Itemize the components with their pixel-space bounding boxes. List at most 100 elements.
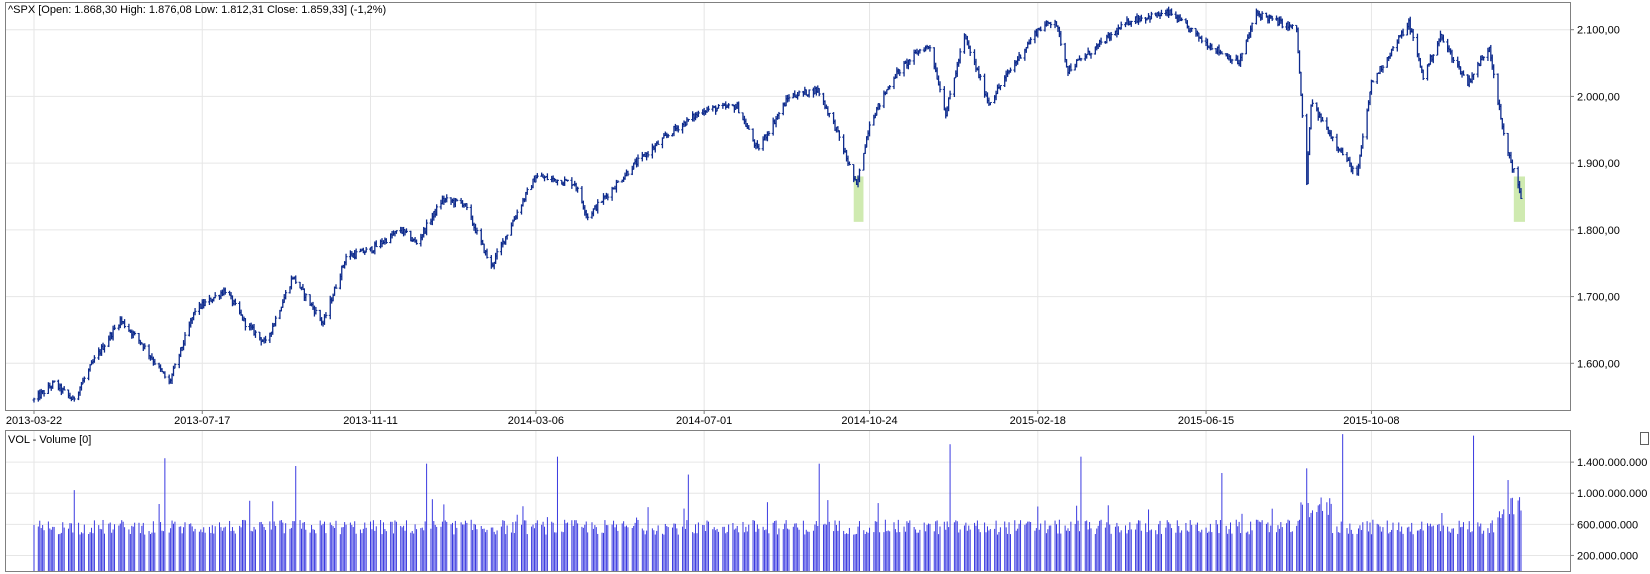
- price-bar: [1492, 64, 1496, 79]
- price-bar: [1512, 168, 1516, 173]
- price-bar: [767, 130, 771, 137]
- price-bar: [817, 87, 821, 97]
- price-bar: [636, 154, 640, 167]
- price-bar: [948, 90, 952, 100]
- price-bar: [646, 151, 650, 158]
- price-bar: [1039, 26, 1043, 32]
- price-bar: [1159, 9, 1163, 17]
- price-bar: [1170, 8, 1174, 16]
- price-bar: [495, 248, 499, 260]
- price-bar: [163, 371, 167, 379]
- price-bar: [364, 246, 368, 253]
- price-bar: [475, 227, 479, 235]
- price-bar: [797, 90, 801, 97]
- price-bar: [344, 253, 348, 266]
- price-bar: [213, 292, 217, 299]
- price-bar: [354, 248, 358, 260]
- price-bar: [314, 306, 318, 315]
- price-bar: [1149, 11, 1153, 20]
- price-bar: [334, 284, 338, 289]
- price-bar: [243, 318, 247, 331]
- price-panel-frame: [5, 2, 1571, 411]
- price-bar: [857, 168, 861, 183]
- price-bar: [384, 238, 388, 244]
- price-bar: [1119, 21, 1123, 30]
- price-bar: [102, 344, 106, 353]
- price-bar: [1361, 133, 1365, 149]
- volume-y-axis: 200.000.000 600.000.000 1.000.000.000 1.400…: [1570, 457, 1647, 562]
- price-bar: [435, 204, 439, 216]
- price-bar: [294, 275, 298, 284]
- price-bar: [1139, 14, 1143, 22]
- price-bar: [133, 331, 137, 336]
- price-panel-title: ^SPX [Open: 1.868,30 High: 1.876,08 Low:…: [8, 4, 386, 16]
- price-bar: [485, 248, 489, 259]
- price-bar: [1210, 43, 1214, 51]
- price-bar: [1200, 35, 1204, 44]
- x-axis: 2013-03-22 2013-07-17 2013-11-11 2014-03-06…: [6, 410, 1400, 427]
- price-bar: [566, 179, 570, 182]
- price-bar: [415, 239, 419, 245]
- price-bar: [113, 324, 117, 331]
- price-bar: [1049, 21, 1053, 29]
- price-bar: [123, 319, 127, 329]
- xtick-label: 2014-10-24: [841, 415, 897, 427]
- price-bar: [324, 312, 328, 319]
- price-bar: [264, 335, 268, 344]
- price-bar: [1250, 22, 1254, 32]
- price-bar: [1431, 54, 1435, 64]
- price-bar: [253, 330, 257, 338]
- xtick-label: 2015-06-15: [1178, 415, 1234, 427]
- price-bar: [1008, 67, 1012, 73]
- price-ytick-label: 1.800,00: [1577, 225, 1620, 237]
- price-bar: [787, 94, 791, 102]
- price-bar: [233, 298, 237, 306]
- volume-ytick-label: 1.000.000.000: [1577, 488, 1647, 500]
- price-highlights: [853, 176, 1525, 222]
- price-bar: [676, 125, 680, 133]
- price-bar: [143, 343, 147, 350]
- volume-ytick-label: 1.400.000.000: [1577, 457, 1647, 469]
- price-bar: [1129, 20, 1133, 27]
- price-bar: [1270, 15, 1274, 21]
- xtick-label: 2014-03-06: [508, 415, 564, 427]
- xtick-label: 2013-03-22: [6, 415, 62, 427]
- price-bar: [1391, 46, 1395, 51]
- price-bar: [445, 194, 449, 203]
- price-bar: [686, 118, 690, 122]
- price-bar: [696, 110, 700, 118]
- price-bar: [616, 180, 620, 184]
- volume-panel-title: VOL - Volume [0]: [8, 434, 91, 446]
- price-bar: [455, 198, 459, 202]
- price-bar: [1260, 11, 1264, 20]
- price-bar: [807, 89, 811, 98]
- price-bar: [988, 101, 992, 106]
- price-y-axis: 1.600,00 1.700,00 1.800,00 1.900,00 2.000,00…: [1570, 25, 1620, 370]
- price-bar: [203, 299, 207, 307]
- price-bar: [1240, 52, 1244, 62]
- price-bar: [304, 293, 308, 302]
- price-bar: [1421, 69, 1425, 81]
- price-bar: [1502, 123, 1506, 136]
- panel-toggle-button[interactable]: [1640, 432, 1649, 445]
- price-bar: [727, 103, 731, 109]
- price-bar: [72, 396, 76, 402]
- price-panel: ^SPX [Open: 1.868,30 High: 1.876,08 Low:…: [5, 2, 1620, 427]
- price-bar: [737, 101, 741, 114]
- price-bar: [42, 390, 46, 397]
- price-bar: [1290, 24, 1294, 30]
- price-bar: [717, 104, 721, 109]
- price-bar: [1341, 147, 1345, 156]
- price-bar: [535, 173, 539, 179]
- price-bar: [968, 45, 972, 56]
- price-bar: [404, 228, 408, 234]
- price-bar: [1059, 30, 1063, 46]
- price-ytick-label: 2.000,00: [1577, 91, 1620, 103]
- price-bar: [1069, 63, 1073, 72]
- price-series: [32, 6, 1523, 403]
- price-bar: [223, 287, 227, 295]
- price-bar: [1451, 57, 1455, 64]
- price-bar: [998, 85, 1002, 91]
- price-bar: [666, 133, 670, 138]
